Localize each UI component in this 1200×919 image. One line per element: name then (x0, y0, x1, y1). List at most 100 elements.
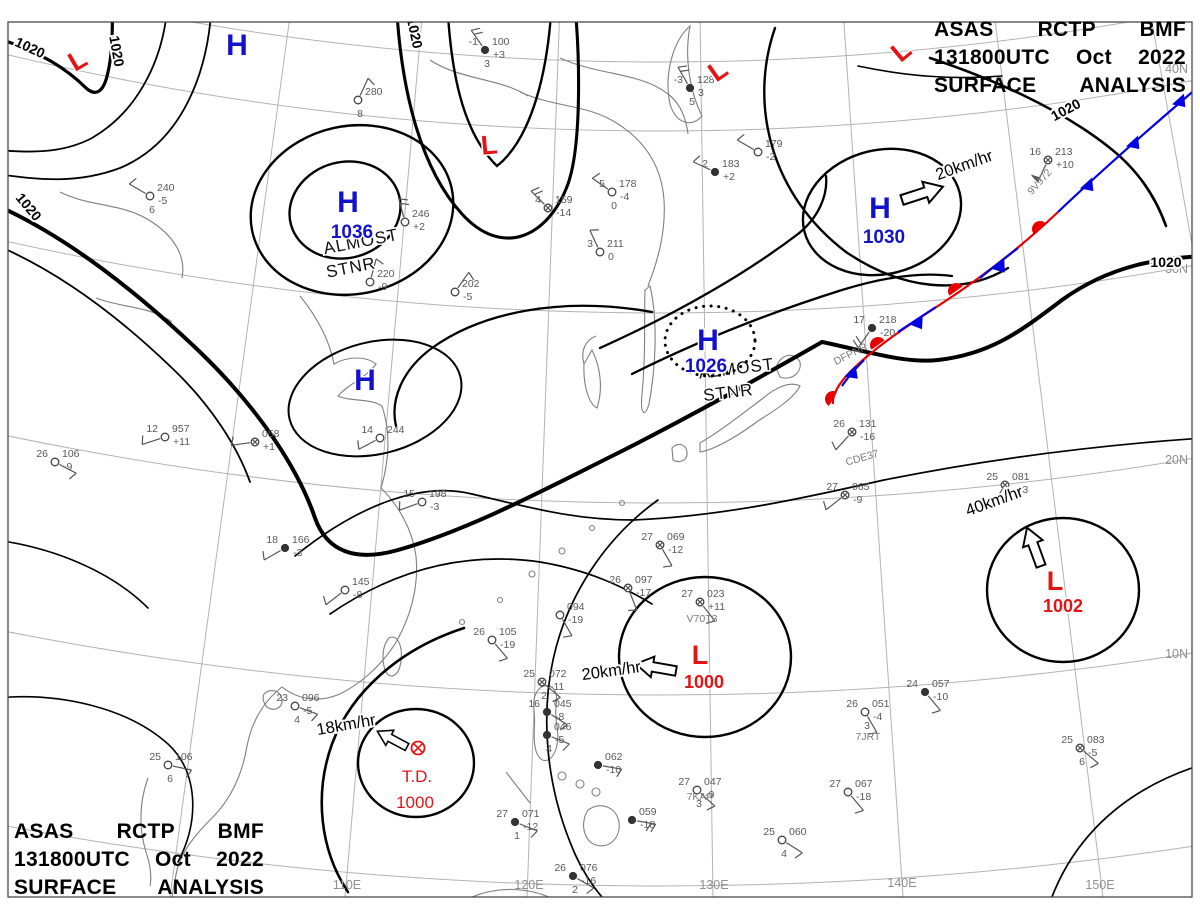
station-tendency: -20 (880, 327, 895, 339)
station-pressure: 183 (722, 158, 740, 170)
station-plot-shape (841, 491, 849, 499)
graticule-shape (994, 22, 1104, 897)
wind-barb-icon (59, 463, 77, 474)
station-temperature: 27 (829, 778, 841, 790)
wind-barb-icon (991, 488, 1003, 506)
station-pressure: 047 (704, 776, 722, 788)
station-tendency: -5 (1088, 747, 1097, 759)
station-plot: 2 183+2 (692, 155, 740, 183)
high-pressure-center: H (225, 28, 250, 64)
wind-barb-icon (857, 331, 870, 349)
station-circle-icon (555, 610, 565, 620)
station-pressure: 131 (859, 418, 877, 430)
station-tendency: -10 (606, 764, 621, 776)
cold-front-triangle-icon (1126, 135, 1140, 150)
station-tendency: -14 (556, 207, 571, 219)
isobars-shape (393, 304, 654, 428)
wind-barb-icon (551, 736, 570, 745)
station-plot-shape (854, 809, 864, 814)
station-pressure: 081 (1012, 471, 1030, 483)
station-tendency: +11 (708, 601, 725, 613)
wind-barb-icon (785, 842, 803, 854)
movement-arrows (376, 180, 1047, 752)
wind-barb-icon (702, 605, 716, 622)
station-plot-shape (1044, 156, 1052, 164)
station-plot: 5 178-40 (591, 172, 637, 212)
station-plot-shape (586, 887, 595, 895)
coastlines-shape (458, 618, 466, 626)
station-plot-shape (552, 696, 561, 703)
station-plot-shape (831, 441, 837, 451)
station-tendency: +10 (1056, 159, 1074, 171)
isobars-shape (8, 249, 251, 483)
graticule-shape (526, 22, 560, 897)
isobars-shape (287, 338, 463, 458)
station-plot: 26 097-17 (609, 574, 653, 611)
station-tendency: -11 (550, 681, 565, 693)
movement-speed-label: 20km/hr (581, 658, 643, 684)
station-tendency: 3 (698, 87, 704, 99)
station-weather: 2 (572, 884, 578, 896)
station-circle-icon (593, 760, 603, 770)
station-plot: 240-56 (128, 177, 175, 216)
low-letter: L (1047, 566, 1064, 596)
latitude-label: 20N (1165, 453, 1188, 467)
station-temperature: 18 (266, 534, 278, 546)
title-line: ASAS RCTP BMF (14, 820, 264, 843)
station-circle-icon (710, 167, 720, 177)
station-tendency: -5 (158, 195, 167, 207)
coastlines-shape (470, 888, 550, 897)
map-frame (7, 21, 1193, 898)
station-plot-shape (538, 678, 546, 686)
station-plot: 4 159-14 (530, 186, 573, 219)
station-plot: 12 957+11 (141, 423, 190, 448)
graticule-shape (1151, 22, 1192, 247)
station-plot: 15 198-3 (398, 488, 447, 513)
isobar-low-1000 (617, 575, 793, 739)
station-temperature: 27 (826, 481, 838, 493)
station-plot: 25 072-112 (523, 668, 567, 703)
station-plot-shape (855, 335, 862, 345)
station-tendency: +11 (173, 436, 190, 448)
coastlines-shape (641, 285, 656, 414)
station-code-label: 7KAP (687, 791, 714, 803)
pressure-value: 1036 (331, 222, 373, 243)
tropical-depression-center-shape (413, 743, 423, 753)
isobar-high-1030 (801, 147, 963, 277)
high-letter: H (869, 192, 891, 225)
isobars-shape (630, 273, 954, 376)
station-plot: -1 100+33 (469, 27, 510, 70)
longitude-label: 110E (333, 878, 361, 892)
station-code-label: CDE37 (844, 448, 880, 469)
station-temperature: 14 (361, 424, 373, 436)
coastlines-shape (429, 59, 529, 97)
pressure-value: 1002 (1043, 596, 1083, 616)
tropical-depression-center: T.D. 1000 (395, 740, 435, 814)
station-circle-icon (487, 635, 497, 645)
coastlines-shape (583, 805, 620, 847)
pressure-value: 1000 (684, 672, 724, 692)
station-temperature: 26 (833, 418, 845, 430)
station-circle-icon (163, 760, 173, 770)
pressure-value: 1030 (863, 227, 905, 248)
station-tendency: -18 (640, 819, 655, 831)
station-temperature: 5 (599, 178, 605, 190)
station-circle-icon (400, 217, 410, 227)
station-weather: 3 (484, 58, 490, 70)
station-plot: 246+2 (398, 198, 430, 233)
station-plot-shape (677, 65, 687, 68)
station-tendency: -4 (620, 191, 629, 203)
station-temperature: 25 (149, 751, 161, 763)
coastlines-shape (558, 547, 566, 555)
station-plot: 24 057-10 (906, 678, 950, 714)
station-weather: 6 (149, 204, 155, 216)
td-label: T.D. (402, 767, 432, 786)
isobars-shape (8, 22, 212, 181)
coastlines-shape (671, 443, 688, 463)
station-tendency: -2 (766, 151, 775, 163)
station-pressure: 105 (499, 626, 517, 638)
station-tendency: -3 (430, 501, 439, 513)
station-plot-shape (322, 595, 327, 605)
